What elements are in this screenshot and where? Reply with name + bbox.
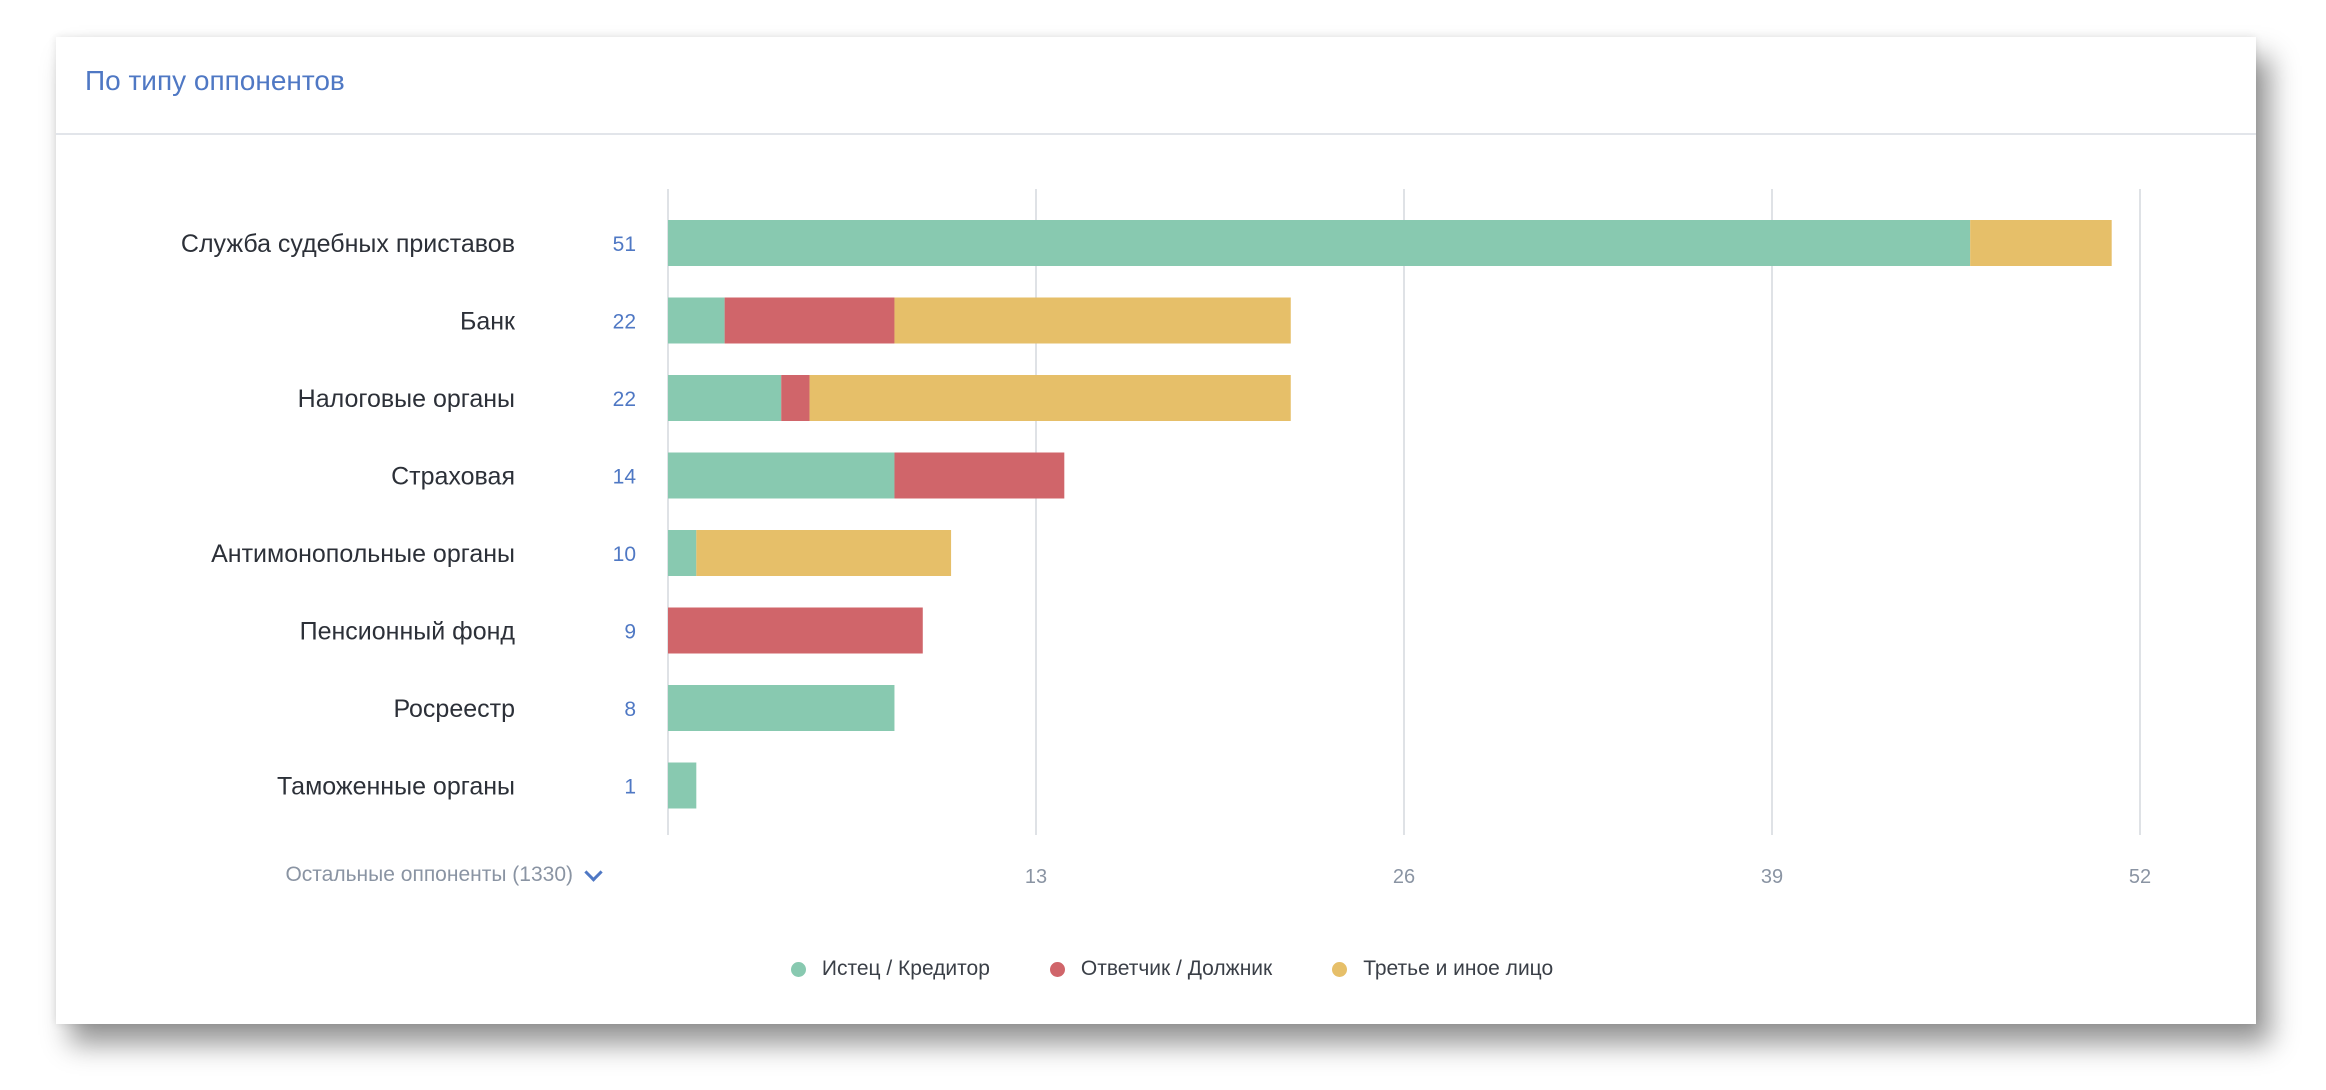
legend-dot-third	[1332, 961, 1348, 977]
bar-segment-s1	[724, 297, 895, 344]
legend-item-plaintiff[interactable]: Истец / Кредитор	[790, 957, 990, 981]
category-label: Росреестр	[393, 695, 515, 723]
bar-segment-s2	[1970, 220, 2112, 266]
category-label: Антимонопольные органы	[211, 540, 515, 568]
legend-label-third: Третье и иное лицо	[1363, 957, 1554, 980]
bar-segment-s2	[894, 297, 1291, 344]
total-label: 14	[613, 466, 637, 489]
card-header: По типу оппонентов	[56, 37, 2256, 135]
bar-segment-s2	[809, 375, 1291, 421]
bar-segment-s1	[894, 452, 1065, 499]
category-label: Пенсионный фонд	[300, 618, 516, 646]
category-label: Страховая	[391, 463, 515, 491]
category-label: Налоговые органы	[298, 385, 515, 413]
legend-item-third[interactable]: Третье и иное лицо	[1332, 957, 1553, 981]
category-label: Банк	[460, 308, 516, 336]
bar-segment-s0	[668, 452, 895, 499]
x-tick-label: 39	[1761, 866, 1783, 888]
bar-segment-s2	[696, 530, 952, 576]
legend-dot-defendant	[1049, 961, 1065, 977]
chart-legend: Истец / Кредитор Ответчик / Должник Трет…	[56, 957, 2256, 981]
x-tick-label: 13	[1025, 866, 1047, 888]
total-label: 10	[613, 543, 636, 566]
x-tick-label: 52	[2129, 866, 2151, 888]
total-label: 1	[624, 776, 636, 799]
x-tick-label: 26	[1393, 866, 1415, 888]
bar-segment-s0	[668, 530, 697, 576]
total-label: 9	[624, 621, 636, 644]
bar-segment-s0	[668, 375, 782, 421]
legend-dot-plaintiff	[790, 961, 806, 977]
chart-card: По типу оппонентов 13 26 39 52 Служба судебн…	[56, 37, 2256, 1024]
total-label: 22	[613, 388, 636, 411]
category-label: Служба судебных приставов	[181, 230, 515, 258]
chevron-down-icon	[584, 862, 603, 882]
bar-segment-s0	[668, 220, 1971, 266]
legend-label-defendant: Ответчик / Должник	[1080, 957, 1273, 980]
legend-label-plaintiff: Истец / Кредитор	[821, 957, 990, 980]
bar-segment-s0	[668, 762, 697, 809]
total-label: 8	[624, 698, 636, 721]
bar-segment-s0	[668, 297, 725, 344]
bar-segment-s1	[668, 607, 923, 654]
legend-item-defendant[interactable]: Ответчик / Должник	[1049, 957, 1273, 981]
card-title: По типу оппонентов	[85, 65, 345, 96]
more-opponents-toggle[interactable]: Остальные оппоненты (1330)	[285, 862, 603, 887]
bar-segment-s0	[668, 685, 895, 731]
category-label: Таможенные органы	[277, 773, 515, 801]
total-label: 51	[613, 233, 636, 256]
total-label: 22	[613, 311, 636, 334]
opponents-bar-chart: 13 26 39 52 Служба судебных приставов 51 Банк 2…	[181, 189, 2151, 888]
more-opponents-label: Остальные оппоненты (1330)	[285, 863, 573, 886]
bar-segment-s1	[781, 375, 810, 421]
